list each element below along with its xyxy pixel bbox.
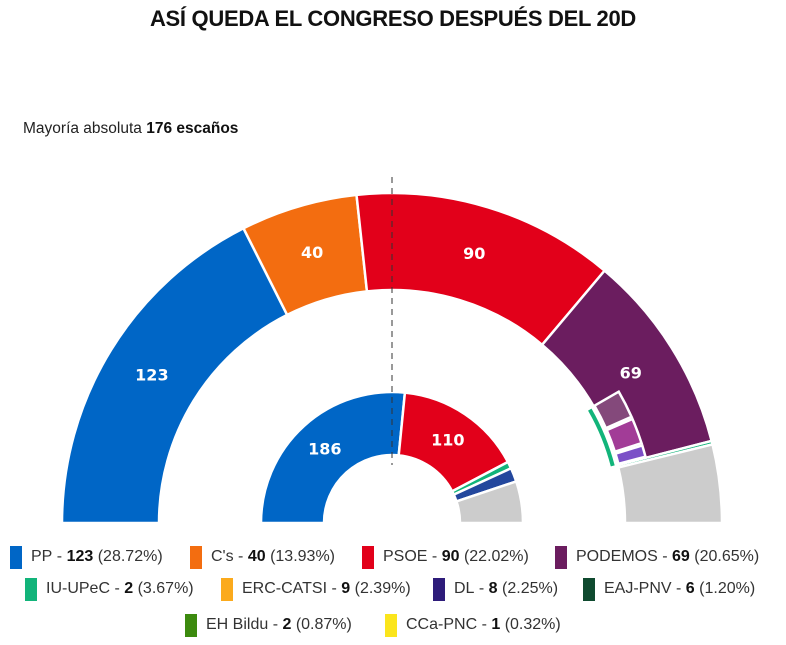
legend-name: EAJ-PNV xyxy=(604,580,672,597)
legend-swatch xyxy=(433,577,445,601)
legend-pct: (28.72%) xyxy=(97,548,163,565)
legend-seats: 6 xyxy=(685,580,695,597)
podemos-subgroup-segment xyxy=(605,417,644,454)
legend-swatch xyxy=(583,577,595,601)
legend-pct: (3.67%) xyxy=(137,580,194,597)
parliament-chart: 123 40 90 69 186 110 xyxy=(60,177,724,525)
legend-swatch xyxy=(190,545,202,569)
inner-ring-segment-label: 110 xyxy=(431,431,464,450)
legend-swatch xyxy=(221,577,233,601)
outer-ring xyxy=(60,191,724,525)
legend-pct: (0.87%) xyxy=(295,616,352,633)
inner-ring-segment xyxy=(454,479,525,525)
majority-value: 176 escaños xyxy=(146,120,239,137)
legend-seats: 69 xyxy=(672,548,690,565)
legend-item-iu-upec[interactable]: IU-UPeC - 2 (3.67%) xyxy=(25,577,194,601)
legend-swatch xyxy=(555,545,567,569)
legend-row-2: IU-UPeC - 2 (3.67%) ERC-CATSI - 9 (2.39%… xyxy=(0,577,786,601)
legend-item-cca-pnc[interactable]: CCa-PNC - 1 (0.32%) xyxy=(385,613,561,637)
majority-prefix: Mayoría absoluta xyxy=(23,120,142,137)
legend-seats: 9 xyxy=(341,580,351,597)
legend-swatch xyxy=(10,545,22,569)
legend-item-cs[interactable]: C's - 40 (13.93%) xyxy=(190,545,335,569)
legend-name: PODEMOS xyxy=(576,548,658,565)
outer-ring-segment-label: 69 xyxy=(620,363,642,382)
legend-pct: (22.02%) xyxy=(463,548,529,565)
legend-seats: 2 xyxy=(282,616,292,633)
inner-ring-segment xyxy=(259,390,407,525)
legend-seats: 123 xyxy=(66,548,94,565)
majority-annotation: Mayoría absoluta 176 escaños xyxy=(23,120,238,138)
legend-seats: 2 xyxy=(124,580,134,597)
legend-swatch xyxy=(385,613,397,637)
legend-name: PSOE xyxy=(383,548,428,565)
iu-upec-inner-arc xyxy=(588,408,615,467)
legend-name: EH Bildu xyxy=(206,616,269,633)
legend-seats: 1 xyxy=(491,616,501,633)
legend-item-erc-catsi[interactable]: ERC-CATSI - 9 (2.39%) xyxy=(221,577,411,601)
legend-name: CCa-PNC xyxy=(406,616,478,633)
legend-pct: (2.25%) xyxy=(502,580,559,597)
legend-swatch xyxy=(362,545,374,569)
outer-ring-segment-label: 123 xyxy=(135,366,168,385)
legend-pct: (0.32%) xyxy=(504,616,561,633)
podemos-subgroup-segment xyxy=(613,443,647,466)
legend-pct: (2.39%) xyxy=(354,580,411,597)
legend-item-pp[interactable]: PP - 123 (28.72%) xyxy=(10,545,163,569)
legend-name: DL xyxy=(454,580,475,597)
legend-item-eh-bildu[interactable]: EH Bildu - 2 (0.87%) xyxy=(185,613,352,637)
podemos-subgroup-segment xyxy=(592,389,634,430)
outer-ring-segment xyxy=(60,226,289,525)
legend-item-dl[interactable]: DL - 8 (2.25%) xyxy=(433,577,558,601)
legend-name: PP xyxy=(31,548,53,565)
legend-pct: (20.65%) xyxy=(694,548,760,565)
legend-name: ERC-CATSI xyxy=(242,580,328,597)
legend-swatch xyxy=(25,577,37,601)
legend-pct: (13.93%) xyxy=(270,548,335,565)
inner-ring xyxy=(259,390,525,525)
legend-row-1: PP - 123 (28.72%) C's - 40 (13.93%) PSOE… xyxy=(0,545,786,569)
legend-name: C's xyxy=(211,548,234,565)
legend-pct: (1.20%) xyxy=(699,580,756,597)
legend-seats: 90 xyxy=(441,548,460,565)
legend-item-psoe[interactable]: PSOE - 90 (22.02%) xyxy=(362,545,529,569)
legend-seats: 8 xyxy=(488,580,498,597)
podemos-subgroups xyxy=(588,389,647,467)
legend-item-eaj-pnv[interactable]: EAJ-PNV - 6 (1.20%) xyxy=(583,577,755,601)
legend-swatch xyxy=(185,613,197,637)
inner-ring-segment-label: 186 xyxy=(308,439,341,458)
chart-title: ASÍ QUEDA EL CONGRESO DESPUÉS DEL 20D xyxy=(149,6,637,31)
segment-labels: 123 40 90 69 186 110 xyxy=(135,243,642,458)
outer-ring-segment-label: 90 xyxy=(463,244,485,263)
legend-row-3: EH Bildu - 2 (0.87%) CCa-PNC - 1 (0.32%) xyxy=(0,613,786,637)
legend-name: IU-UPeC xyxy=(46,580,111,597)
legend-seats: 40 xyxy=(247,548,266,565)
legend-item-podemos[interactable]: PODEMOS - 69 (20.65%) xyxy=(555,545,759,569)
outer-ring-segment-label: 40 xyxy=(301,243,323,262)
outer-ring-segment xyxy=(616,442,724,525)
